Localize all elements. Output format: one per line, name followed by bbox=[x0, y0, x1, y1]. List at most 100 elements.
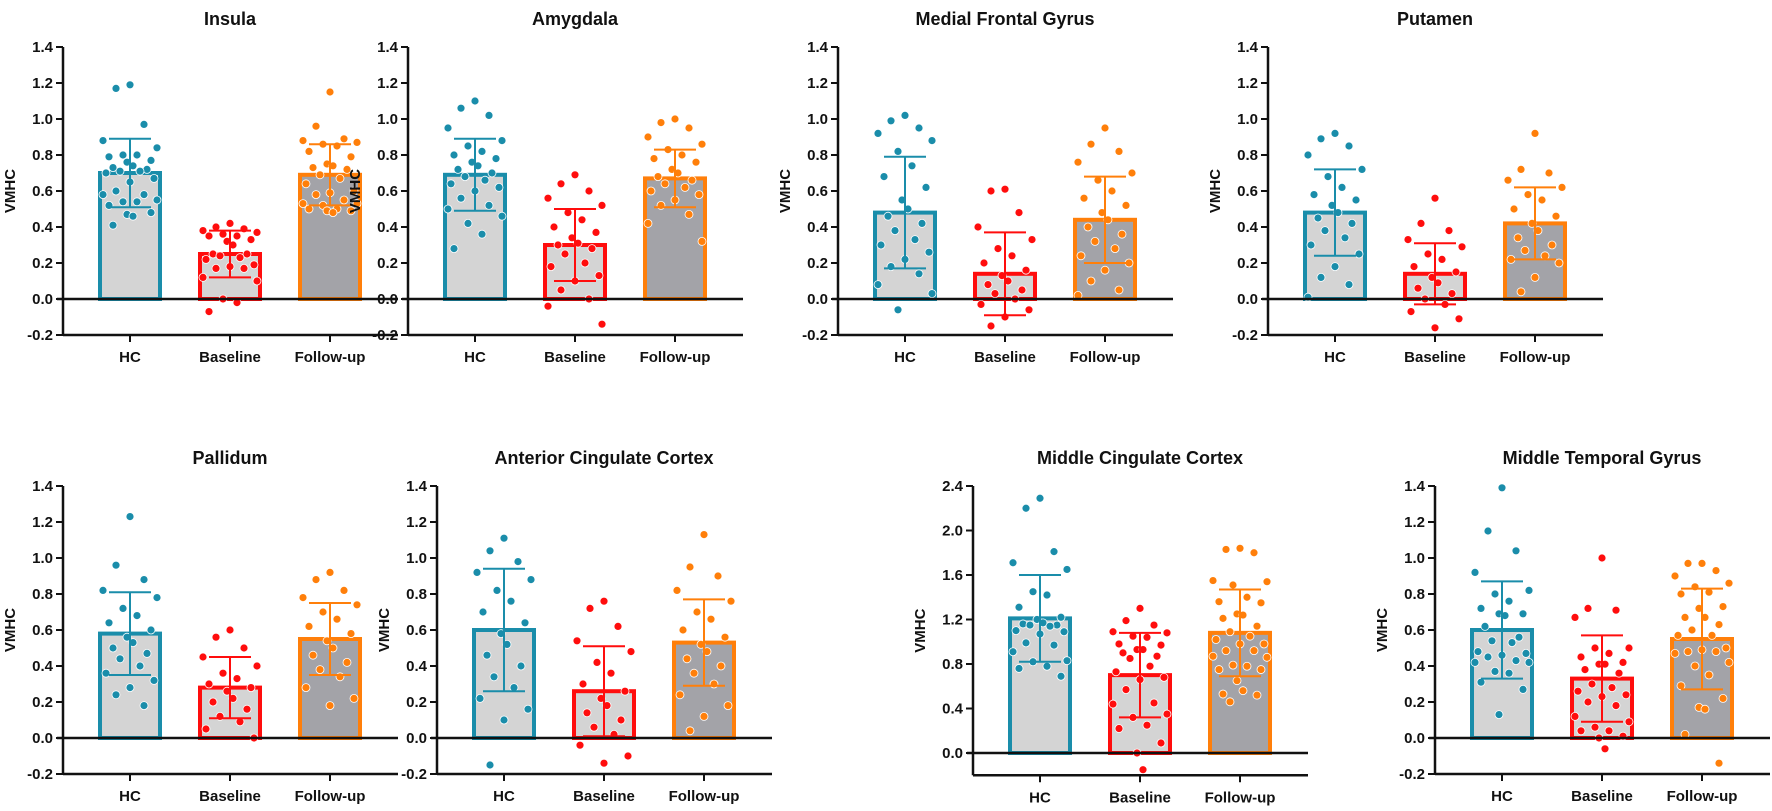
data-point bbox=[1049, 640, 1059, 650]
x-tick-label: Baseline bbox=[573, 788, 635, 805]
x-tick-label: HC bbox=[464, 349, 486, 366]
chart-title: Middle Cingulate Cortex bbox=[1037, 448, 1243, 468]
x-tick-label: Baseline bbox=[974, 349, 1036, 366]
data-point bbox=[298, 199, 308, 209]
data-point bbox=[1344, 141, 1354, 151]
data-point bbox=[489, 672, 499, 682]
data-point bbox=[132, 197, 142, 207]
data-point bbox=[484, 200, 494, 210]
data-point bbox=[252, 227, 262, 237]
data-point bbox=[1600, 744, 1610, 754]
data-point bbox=[1611, 701, 1621, 710]
y-tick-label: 0.2 bbox=[32, 694, 53, 711]
data-point bbox=[1242, 661, 1252, 671]
data-point bbox=[1008, 647, 1018, 657]
data-point bbox=[697, 139, 707, 149]
data-point bbox=[1518, 609, 1528, 619]
data-point bbox=[1211, 635, 1221, 644]
data-point bbox=[1045, 621, 1055, 631]
data-point bbox=[449, 150, 459, 160]
data-point bbox=[1340, 233, 1350, 243]
data-point bbox=[1056, 671, 1066, 681]
data-point bbox=[599, 758, 609, 768]
data-point bbox=[111, 690, 121, 700]
data-point bbox=[1451, 267, 1461, 277]
data-point bbox=[352, 137, 362, 147]
data-point bbox=[1437, 254, 1447, 264]
data-point bbox=[1447, 289, 1457, 299]
data-point bbox=[152, 143, 162, 153]
data-point bbox=[675, 690, 685, 700]
data-point bbox=[335, 173, 345, 183]
y-tick-label: 0.0 bbox=[406, 730, 427, 747]
x-tick-label: Baseline bbox=[199, 349, 261, 366]
data-point bbox=[1316, 272, 1326, 282]
data-point bbox=[694, 190, 704, 200]
data-point bbox=[1306, 240, 1316, 250]
y-tick-label: 1.4 bbox=[1404, 478, 1426, 495]
data-point bbox=[497, 211, 507, 221]
y-tick-label: 2.4 bbox=[942, 478, 964, 495]
data-point bbox=[1506, 254, 1516, 264]
y-tick-label: 0.6 bbox=[1237, 183, 1258, 200]
y-tick-label: 0.2 bbox=[1237, 255, 1258, 272]
data-point bbox=[543, 301, 553, 311]
data-point bbox=[1124, 258, 1134, 268]
y-tick-label: 1.2 bbox=[807, 75, 828, 92]
data-point bbox=[111, 186, 121, 196]
data-point bbox=[1557, 182, 1567, 192]
data-point bbox=[1162, 709, 1172, 719]
data-point bbox=[125, 683, 135, 692]
data-point bbox=[1149, 620, 1159, 630]
data-point bbox=[927, 289, 937, 299]
data-point bbox=[1245, 631, 1255, 641]
data-point bbox=[311, 575, 321, 584]
y-tick-label: 1.0 bbox=[377, 111, 398, 128]
data-point bbox=[549, 222, 559, 232]
data-point bbox=[1590, 643, 1600, 653]
data-point bbox=[692, 607, 702, 617]
data-point bbox=[1100, 123, 1110, 133]
data-point bbox=[1021, 265, 1031, 275]
data-point bbox=[346, 206, 356, 216]
data-point bbox=[684, 209, 694, 219]
y-tick-label: 0.8 bbox=[942, 656, 963, 673]
data-point bbox=[1107, 186, 1117, 196]
y-tick-label: 0.0 bbox=[32, 291, 53, 308]
data-point bbox=[132, 611, 142, 620]
data-point bbox=[900, 111, 910, 120]
data-point bbox=[125, 512, 135, 521]
data-point bbox=[475, 694, 485, 703]
data-point bbox=[1011, 626, 1021, 636]
data-point bbox=[1208, 576, 1218, 585]
data-point bbox=[660, 179, 670, 189]
data-point bbox=[910, 235, 920, 245]
data-point bbox=[342, 164, 352, 174]
y-tick-label: 1.2 bbox=[1237, 75, 1258, 92]
data-point bbox=[1714, 620, 1724, 629]
chart-title: Medial Frontal Gyrus bbox=[915, 9, 1094, 29]
data-point bbox=[682, 654, 692, 664]
data-point bbox=[108, 643, 118, 653]
data-point bbox=[1149, 698, 1159, 708]
data-point bbox=[1409, 262, 1419, 272]
y-tick-label: 1.0 bbox=[406, 550, 427, 567]
data-point bbox=[225, 218, 235, 228]
data-point bbox=[983, 280, 993, 290]
data-point bbox=[478, 607, 488, 617]
data-point bbox=[98, 190, 108, 200]
panel-insula: Insula VMHC -0.2 0.0 0.2 0.4 0.6 0.8 1.0 1.2 1.4 HC… bbox=[2, 9, 398, 366]
data-point bbox=[339, 586, 349, 595]
data-point bbox=[128, 211, 138, 221]
data-point bbox=[225, 625, 235, 635]
data-point bbox=[1570, 712, 1580, 721]
data-point bbox=[1406, 307, 1416, 317]
y-tick-label: 0.0 bbox=[942, 745, 963, 762]
data-point bbox=[1214, 665, 1224, 674]
data-point bbox=[1114, 724, 1124, 733]
y-tick-label: 1.2 bbox=[1404, 514, 1425, 531]
data-point bbox=[1707, 631, 1717, 640]
data-point bbox=[560, 249, 570, 259]
data-point bbox=[1021, 503, 1031, 513]
y-tick-label: 0.4 bbox=[1237, 219, 1259, 236]
